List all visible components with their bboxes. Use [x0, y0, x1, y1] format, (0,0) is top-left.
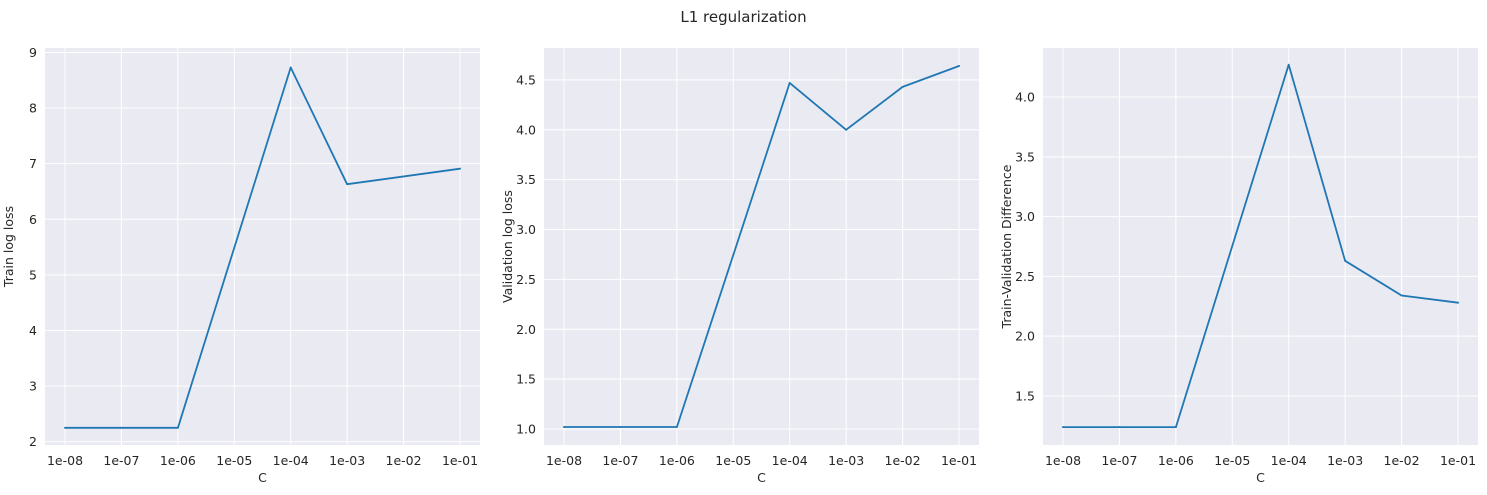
y-axis-label: Train log loss	[1, 206, 16, 288]
x-tick-label: 1e-06	[160, 453, 196, 468]
x-tick-label: 1e-07	[1101, 453, 1137, 468]
chart-panel-2: 1e-08 1e-07 1e-06 1e-05 1e-04 1e-03 1e-02 1e-01…	[500, 48, 979, 485]
x-axis-label: C	[1256, 470, 1265, 485]
data-point	[459, 167, 461, 170]
data-point	[1457, 301, 1459, 304]
data-point	[1400, 294, 1403, 297]
y-tick-label: 9	[29, 45, 37, 60]
y-tick-label: 4	[29, 323, 37, 338]
x-tick-label: 1e-02	[885, 453, 921, 468]
series-line	[64, 66, 461, 429]
data-point	[619, 426, 622, 428]
plot-area	[1043, 48, 1478, 445]
x-tick-label: 1e-02	[386, 453, 422, 468]
x-tick-label: 1e-05	[216, 453, 252, 468]
x-axis-label: C	[258, 470, 267, 485]
y-tick-label: 3.0	[1015, 209, 1035, 224]
y-tick-label: 1.5	[1015, 388, 1035, 403]
x-axis-label: C	[757, 470, 766, 485]
data-point	[289, 66, 292, 69]
data-point	[1344, 259, 1347, 262]
y-tick-label: 4.5	[516, 72, 536, 87]
data-point	[64, 426, 66, 429]
data-point	[675, 426, 678, 428]
y-tick-label: 2.0	[1015, 329, 1035, 344]
y-tick-label: 2	[29, 434, 37, 449]
y-tick-label: 7	[29, 156, 37, 171]
x-tick-label: 1e-02	[1384, 453, 1420, 468]
data-point	[346, 183, 349, 186]
plot-area	[544, 48, 979, 445]
x-tick-label: 1e-04	[1271, 453, 1307, 468]
x-tick-label: 1e-01	[442, 453, 478, 468]
x-tick-label: 1e-04	[273, 453, 309, 468]
y-tick-label: 1.0	[516, 422, 536, 437]
x-tick-label: 1e-01	[1440, 453, 1476, 468]
data-point	[1062, 426, 1064, 428]
chart-panel-1: 1e-08 1e-07 1e-06 1e-05 1e-04 1e-03 1e-02 1e-01…	[1, 45, 480, 485]
data-point	[563, 426, 565, 428]
x-tick-label: 1e-08	[1045, 453, 1081, 468]
x-tick-label: 1e-04	[772, 453, 808, 468]
x-tick-label: 1e-03	[1327, 453, 1363, 468]
y-tick-label: 8	[29, 101, 37, 116]
x-tick-label: 1e-07	[103, 453, 139, 468]
y-axis-label: Train-Validation Difference	[999, 164, 1014, 329]
y-tick-label: 5	[29, 267, 37, 282]
x-tick-label: 1e-08	[546, 453, 582, 468]
y-tick-label: 3	[29, 379, 37, 394]
x-tick-label: 1e-03	[329, 453, 365, 468]
y-tick-label: 4.0	[516, 122, 536, 137]
figure-suptitle: L1 regularization	[680, 8, 806, 26]
y-tick-label: 6	[29, 212, 37, 227]
plot-area	[45, 48, 480, 445]
y-tick-label: 3.0	[516, 222, 536, 237]
y-axis-label: Validation log loss	[500, 190, 515, 303]
data-point	[958, 65, 960, 67]
data-point	[120, 426, 123, 429]
x-tick-label: 1e-07	[602, 453, 638, 468]
data-point	[1287, 63, 1290, 66]
x-tick-label: 1e-06	[1158, 453, 1194, 468]
x-tick-label: 1e-06	[659, 453, 695, 468]
data-point	[788, 82, 791, 84]
x-tick-label: 1e-08	[47, 453, 83, 468]
x-tick-label: 1e-01	[941, 453, 977, 468]
x-tick-label: 1e-05	[715, 453, 751, 468]
chart-panel-3: 1e-08 1e-07 1e-06 1e-05 1e-04 1e-03 1e-02 1e-01…	[999, 48, 1478, 485]
data-point	[176, 426, 179, 429]
y-tick-label: 2.5	[516, 272, 536, 287]
x-tick-label: 1e-03	[828, 453, 864, 468]
y-tick-label: 3.5	[1015, 149, 1035, 164]
data-point	[1174, 426, 1177, 428]
data-point	[1118, 426, 1121, 428]
x-tick-label: 1e-05	[1214, 453, 1250, 468]
y-tick-label: 2.5	[1015, 269, 1035, 284]
data-point	[845, 128, 848, 131]
y-tick-label: 3.5	[516, 172, 536, 187]
y-tick-label: 4.0	[1015, 90, 1035, 105]
data-point	[901, 86, 904, 88]
y-tick-label: 2.0	[516, 322, 536, 337]
y-tick-label: 1.5	[516, 372, 536, 387]
